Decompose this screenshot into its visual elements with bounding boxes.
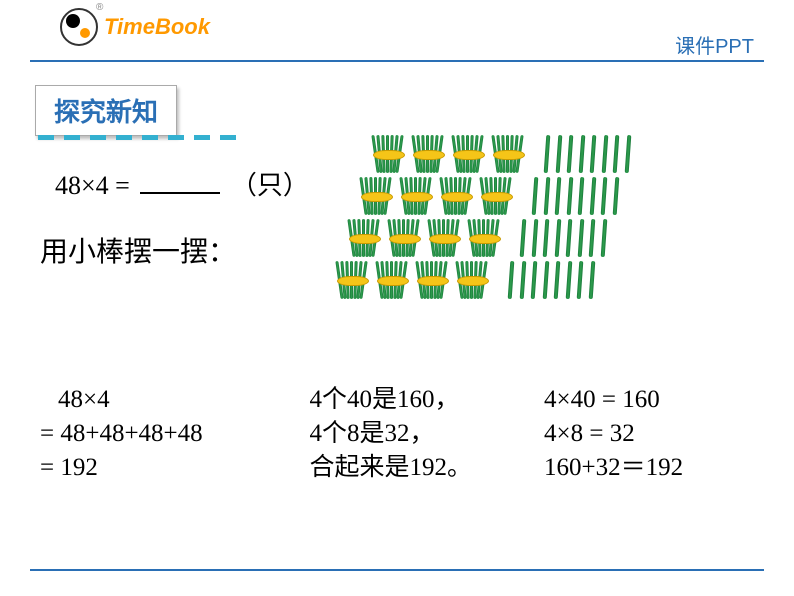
stick-bundle: [479, 177, 515, 215]
single-sticks: [521, 219, 605, 257]
stick-row: [359, 177, 629, 215]
ppt-label: 课件PPT: [675, 30, 754, 59]
stick-bundle: [347, 219, 383, 257]
stick-bundle: [411, 135, 447, 173]
stick-bundle: [359, 177, 395, 215]
solution-method-1: 48×4 = 48+48+48+48 = 192: [40, 383, 295, 484]
dash: [90, 135, 106, 140]
stick-bundle: [335, 261, 371, 299]
registered-mark: ®: [96, 2, 103, 13]
stick-bundle: [439, 177, 475, 215]
stick-row: [347, 219, 629, 257]
section-title: 探究新知: [54, 92, 158, 129]
dash-underline: [38, 135, 236, 140]
m2-line2: 4个8是32，: [310, 417, 530, 451]
single-sticks: [509, 261, 593, 299]
instruction-text: 用小棒摆一摆：: [40, 230, 236, 270]
blank-line: [140, 192, 220, 194]
stick-bundle: [415, 261, 451, 299]
bottom-divider: [30, 569, 764, 571]
single-sticks: [533, 177, 617, 215]
m1-line1: 48×4: [40, 383, 295, 417]
unit: （只）: [231, 171, 309, 200]
logo-icon: [60, 8, 98, 46]
top-divider: [30, 60, 764, 62]
logo-text: TimeBook: [104, 14, 210, 40]
stick-bundle: [455, 261, 491, 299]
problem-expression: 48×4 = （只）: [55, 165, 309, 202]
m1-line3: = 192: [40, 451, 295, 485]
m3-line2: 4×8 = 32: [544, 417, 754, 451]
dash: [142, 135, 158, 140]
m1-line2: = 48+48+48+48: [40, 417, 295, 451]
stick-bundle: [451, 135, 487, 173]
dash: [38, 135, 54, 140]
section-box: 探究新知: [35, 85, 177, 136]
stick-bundle: [467, 219, 503, 257]
dash: [168, 135, 184, 140]
stick-bundle: [427, 219, 463, 257]
m2-line1: 4个40是160，: [310, 383, 530, 417]
m3-line3: 160+32＝192: [544, 451, 754, 485]
solution-method-2: 4个40是160， 4个8是32， 合起来是192。: [310, 383, 530, 484]
stick-bundle: [399, 177, 435, 215]
single-sticks: [545, 135, 629, 173]
dash: [220, 135, 236, 140]
dash: [116, 135, 132, 140]
stick-bundle: [387, 219, 423, 257]
logo: TimeBook: [60, 8, 210, 46]
solutions-row: 48×4 = 48+48+48+48 = 192 4个40是160， 4个8是3…: [40, 383, 754, 484]
stick-bundle: [491, 135, 527, 173]
expr-left: 48×4 =: [55, 171, 130, 200]
stick-row: [371, 135, 629, 173]
solution-method-3: 4×40 = 160 4×8 = 32 160+32＝192: [544, 383, 754, 484]
sticks-illustration: [335, 135, 629, 303]
dash: [64, 135, 80, 140]
stick-bundle: [371, 135, 407, 173]
stick-row: [335, 261, 629, 299]
m3-line1: 4×40 = 160: [544, 383, 754, 417]
m2-line3: 合起来是192。: [310, 451, 530, 485]
stick-bundle: [375, 261, 411, 299]
dash: [194, 135, 210, 140]
header: TimeBook ® 课件PPT: [0, 0, 794, 60]
